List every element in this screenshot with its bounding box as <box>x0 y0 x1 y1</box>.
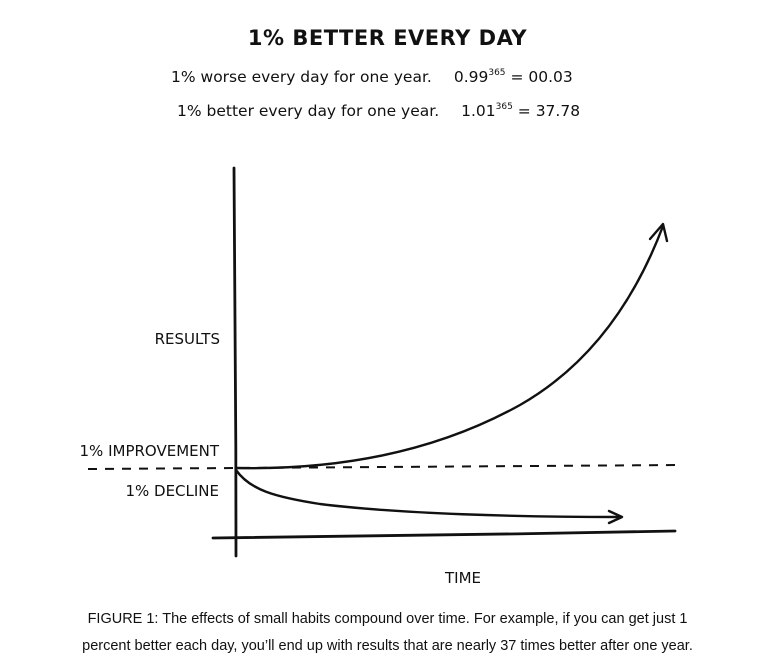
caption-line: FIGURE 1: The effects of small habits co… <box>87 611 688 627</box>
improvement-arrowhead <box>648 222 669 243</box>
formula-text: 1% worse every day for one year. <box>171 68 432 86</box>
habit-chart: RESULTS 1% IMPROVEMENT 1% DECLINE TIME <box>80 166 681 587</box>
improvement-label: 1% IMPROVEMENT <box>80 442 220 460</box>
formula-better: 1% better every day for one year. 1.01365… <box>177 102 580 120</box>
x-axis <box>211 529 677 540</box>
formula-base: 0.99 <box>453 68 489 86</box>
formula-exponent: 365 <box>495 102 513 112</box>
y-axis-label: RESULTS <box>155 330 220 348</box>
formula-worse: 1% worse every day for one year. 0.99365 … <box>171 68 573 86</box>
decline-label: 1% DECLINE <box>125 482 219 500</box>
formula-result: = 37.78 <box>517 102 581 120</box>
page-title: 1% BETTER EVERY DAY <box>247 26 528 50</box>
formula-text: 1% better every day for one year. <box>177 102 440 120</box>
formula-result: = 00.03 <box>510 68 573 86</box>
y-axis <box>232 166 238 558</box>
figure-caption: FIGURE 1: The effects of small habits co… <box>0 606 775 660</box>
decline-curve <box>234 468 622 519</box>
x-axis-label: TIME <box>444 569 481 587</box>
baseline-dashed <box>87 464 681 470</box>
formula-exponent: 365 <box>488 68 506 78</box>
improvement-curve <box>234 224 665 470</box>
formula-base: 1.01 <box>461 102 496 120</box>
decline-arrowhead <box>607 509 624 525</box>
caption-line: percent better each day, you’ll end up w… <box>82 638 693 654</box>
